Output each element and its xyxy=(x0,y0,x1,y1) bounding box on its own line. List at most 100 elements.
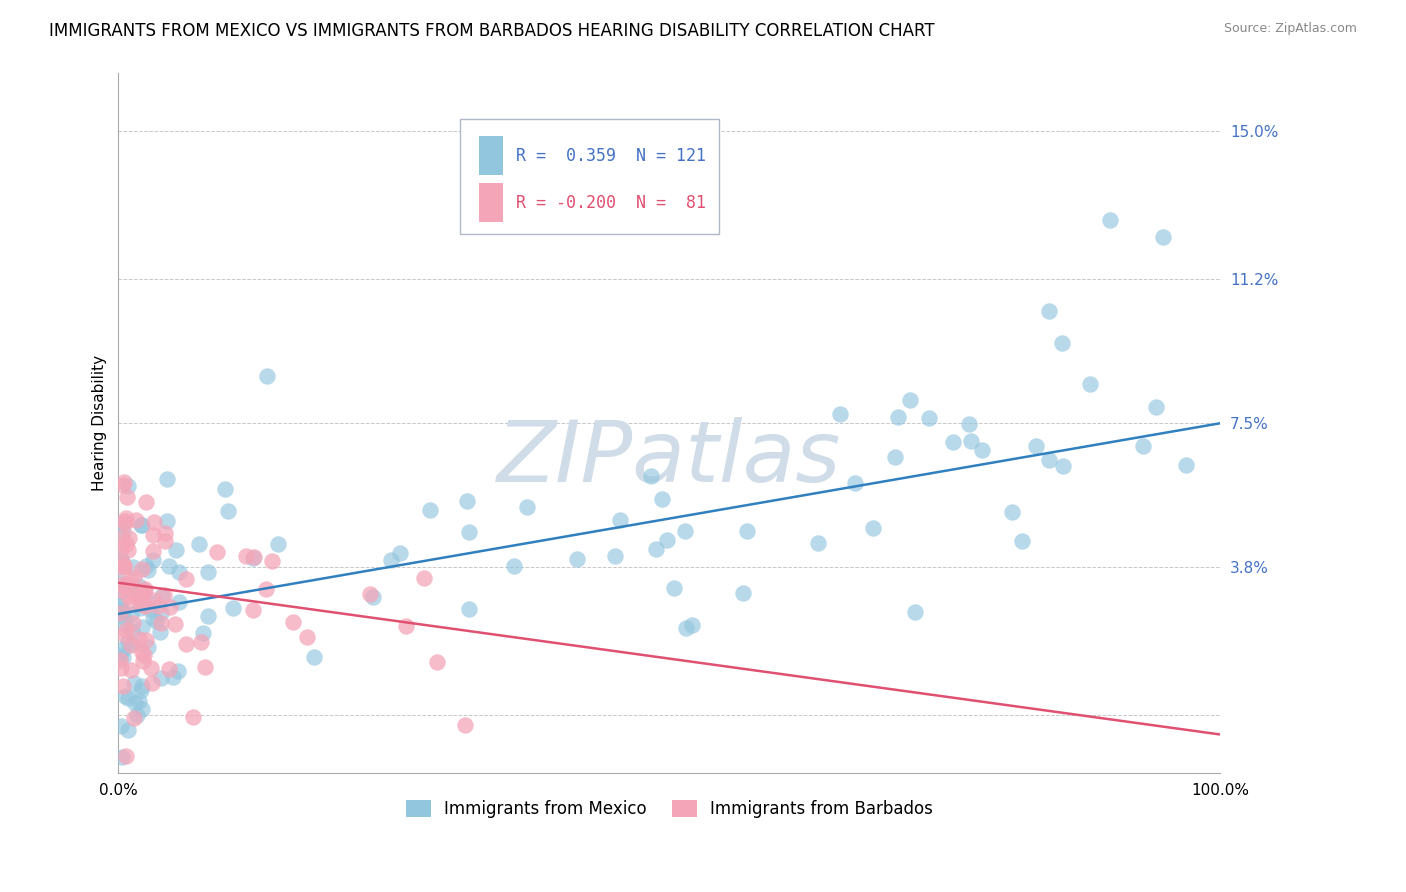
Point xyxy=(110,605,132,619)
Point xyxy=(156,472,179,486)
Legend: Immigrants from Mexico, Immigrants from Barbados: Immigrants from Mexico, Immigrants from … xyxy=(399,793,939,824)
Point xyxy=(131,645,153,659)
Point xyxy=(142,553,165,567)
Text: IMMIGRANTS FROM MEXICO VS IMMIGRANTS FROM BARBADOS HEARING DISABILITY CORRELATIO: IMMIGRANTS FROM MEXICO VS IMMIGRANTS FRO… xyxy=(49,22,935,40)
Point xyxy=(150,616,173,631)
Point xyxy=(155,526,177,541)
Point xyxy=(111,577,134,591)
Point xyxy=(124,676,146,690)
Point xyxy=(737,524,759,538)
Point xyxy=(114,628,136,642)
Point xyxy=(121,585,143,599)
Point xyxy=(675,621,697,635)
Point xyxy=(115,537,138,551)
Point xyxy=(153,533,176,548)
Point xyxy=(111,679,134,693)
Point xyxy=(121,615,143,630)
Point xyxy=(1050,336,1073,351)
Point xyxy=(149,624,172,639)
Point xyxy=(111,604,134,618)
Point xyxy=(807,535,830,549)
Point xyxy=(197,566,219,580)
Point xyxy=(886,410,908,425)
Point xyxy=(157,662,180,676)
Point xyxy=(1038,304,1060,318)
FancyBboxPatch shape xyxy=(460,119,718,234)
Point xyxy=(129,683,152,698)
Point xyxy=(135,495,157,509)
Point xyxy=(122,711,145,725)
Point xyxy=(129,600,152,615)
Point xyxy=(166,665,188,679)
Point xyxy=(132,654,155,668)
Point xyxy=(110,517,132,532)
Point xyxy=(117,543,139,558)
Point xyxy=(167,565,190,579)
Point xyxy=(458,524,481,539)
Point xyxy=(117,490,139,504)
Point xyxy=(108,648,131,662)
Point xyxy=(645,541,668,556)
Point xyxy=(115,748,138,763)
Point xyxy=(205,545,228,559)
Point xyxy=(132,583,155,598)
Point xyxy=(454,718,477,732)
Point xyxy=(108,599,131,614)
Point xyxy=(1144,400,1167,414)
Point xyxy=(117,589,139,603)
Point xyxy=(114,516,136,530)
Point xyxy=(150,671,173,685)
Point xyxy=(111,556,134,570)
Point xyxy=(163,617,186,632)
Point xyxy=(136,594,159,608)
Point xyxy=(605,549,627,564)
Point xyxy=(125,512,148,526)
Point xyxy=(159,599,181,614)
Point xyxy=(131,562,153,576)
Point xyxy=(121,624,143,639)
Point xyxy=(121,637,143,651)
Point xyxy=(108,551,131,566)
Point xyxy=(651,491,673,506)
Point xyxy=(302,650,325,665)
Point xyxy=(131,586,153,600)
Point xyxy=(131,597,153,611)
Point xyxy=(152,589,174,603)
Point xyxy=(640,469,662,483)
Point xyxy=(110,718,132,732)
Text: ZIPatlas: ZIPatlas xyxy=(498,417,842,500)
Point xyxy=(110,583,132,598)
Point xyxy=(1098,213,1121,227)
Point xyxy=(108,583,131,598)
Point xyxy=(862,521,884,535)
Point xyxy=(122,570,145,584)
Point xyxy=(112,559,135,574)
Point xyxy=(131,620,153,634)
Point xyxy=(115,578,138,592)
Point xyxy=(114,690,136,704)
Point xyxy=(957,417,980,432)
Point xyxy=(112,475,135,489)
Point xyxy=(128,632,150,647)
Point xyxy=(917,410,939,425)
Point xyxy=(108,552,131,566)
Point xyxy=(131,679,153,693)
Point xyxy=(110,542,132,557)
Point xyxy=(110,661,132,675)
Point xyxy=(111,478,134,492)
Point xyxy=(380,553,402,567)
Point xyxy=(458,602,481,616)
Point xyxy=(118,531,141,545)
Point xyxy=(145,615,167,629)
Point xyxy=(217,504,239,518)
Point xyxy=(135,559,157,574)
Point xyxy=(110,559,132,574)
Point xyxy=(128,591,150,605)
Point xyxy=(1011,533,1033,548)
Point xyxy=(267,537,290,551)
Point xyxy=(222,600,245,615)
Point xyxy=(108,653,131,667)
Point xyxy=(138,602,160,616)
Point xyxy=(503,558,526,573)
Point xyxy=(142,515,165,529)
